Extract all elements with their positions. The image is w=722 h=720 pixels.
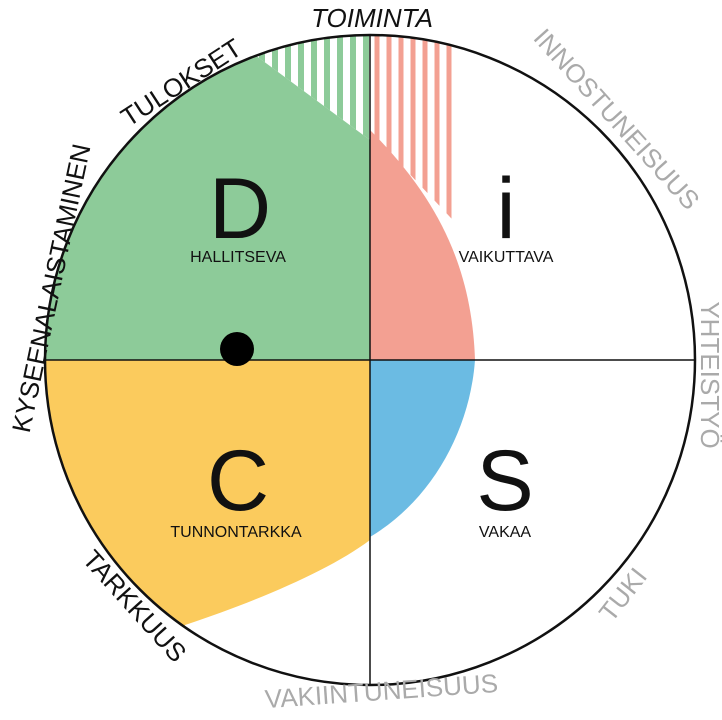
quadrant-label: VAIKUTTAVA [459, 249, 554, 266]
perimeter-label: TOIMINTA [311, 3, 433, 33]
quadrant-letter: S [476, 433, 533, 529]
quadrant-label: TUNNONTARKKA [170, 524, 302, 541]
quadrant-letter: D [209, 161, 271, 257]
quadrant-label: VAKAA [479, 524, 532, 541]
s-fill [370, 360, 475, 537]
d-stripes [259, 35, 369, 140]
perimeter-label: INNOSTUNEISUUS [528, 23, 706, 216]
i-fill [370, 130, 475, 360]
quadrant-label: HALLITSEVA [190, 249, 286, 266]
perimeter-label: YHTEISTYÖ [695, 301, 722, 448]
perimeter-label: VAKIINTUNEISUUS [264, 668, 499, 714]
quadrant-letter: C [207, 433, 269, 529]
position-dot [220, 332, 254, 366]
quadrant-letter: i [496, 161, 515, 257]
perimeter-label: TUKI [593, 562, 653, 627]
